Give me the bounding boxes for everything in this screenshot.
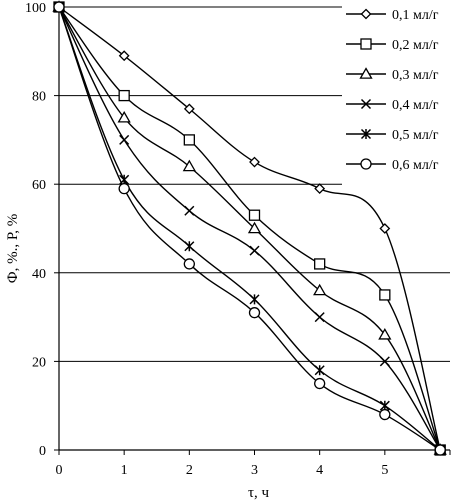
- tick-labels: 0 20 40 60 80 100 0 1 2 3 4 5: [25, 1, 388, 478]
- data-point: [183, 103, 195, 115]
- data-point: [183, 258, 195, 270]
- legend-label: 0,2 мл/г: [392, 38, 439, 53]
- y-tick-label: 20: [32, 355, 46, 370]
- data-point: [314, 183, 326, 195]
- legend-item: 0,1 мл/г: [346, 8, 439, 23]
- y-tick-label: 40: [32, 267, 46, 282]
- legend-label: 0,6 мл/г: [392, 158, 439, 173]
- y-tick-label: 80: [32, 90, 46, 105]
- data-point: [53, 1, 65, 13]
- data-point: [379, 223, 391, 234]
- legend-label: 0,4 мл/г: [392, 98, 439, 113]
- legend-item: 0,3 мл/г: [346, 67, 439, 83]
- data-point: [313, 283, 327, 296]
- data-point: [118, 182, 130, 195]
- x-tick-label: 0: [56, 463, 63, 478]
- series-6: [53, 1, 446, 456]
- data-point: [182, 159, 196, 172]
- data-point: [118, 50, 130, 62]
- data-point: [434, 444, 446, 456]
- legend-marker: [360, 128, 372, 140]
- legend-label: 0,1 мл/г: [392, 8, 439, 23]
- legend-item: 0,5 мл/г: [346, 128, 439, 143]
- y-tick-label: 100: [25, 1, 46, 16]
- legend-item: 0,6 мл/г: [346, 158, 439, 173]
- data-point: [314, 377, 326, 390]
- legend-background: [342, 0, 458, 186]
- legend: 0,1 мл/г 0,2 мл/г 0,3 мл/г 0,4 мл/г 0,5 мл/г…: [342, 0, 458, 186]
- data-point: [379, 289, 391, 301]
- x-tick-label: 2: [186, 463, 193, 478]
- data-point: [379, 408, 391, 421]
- data-point: [314, 258, 326, 270]
- legend-marker: [360, 38, 372, 50]
- data-point: [249, 156, 260, 168]
- legend-marker: [359, 67, 373, 79]
- data-point: [249, 245, 260, 256]
- x-tick-label: 5: [381, 463, 388, 478]
- legend-label: 0,5 мл/г: [392, 128, 439, 143]
- x-tick-label: 3: [251, 463, 258, 478]
- y-axis-title: Ф, %., Р, %: [5, 214, 21, 284]
- data-point: [119, 134, 130, 145]
- data-point: [314, 312, 325, 323]
- legend-label: 0,3 мл/г: [392, 68, 439, 83]
- data-point: [248, 209, 261, 221]
- legend-item: 0,2 мл/г: [346, 38, 439, 53]
- legend-marker: [360, 98, 372, 110]
- series-layer: [52, 0, 447, 456]
- data-point: [249, 294, 260, 305]
- x-tick-label: 1: [121, 463, 128, 478]
- data-point: [247, 221, 262, 234]
- data-point: [314, 365, 325, 376]
- legend-marker: [360, 8, 372, 20]
- data-point: [183, 134, 195, 146]
- data-point: [379, 356, 390, 367]
- data-point: [248, 307, 261, 319]
- x-axis-title: τ, ч: [248, 485, 270, 500]
- data-point: [184, 205, 195, 216]
- legend-item: 0,4 мл/г: [346, 98, 439, 113]
- data-point: [378, 328, 392, 340]
- legend-marker: [360, 158, 372, 170]
- y-tick-label: 60: [32, 178, 46, 193]
- data-point: [117, 110, 131, 123]
- x-tick-label: 4: [316, 463, 323, 478]
- y-tick-label: 0: [39, 444, 46, 459]
- data-point: [184, 241, 195, 252]
- data-point: [118, 89, 130, 102]
